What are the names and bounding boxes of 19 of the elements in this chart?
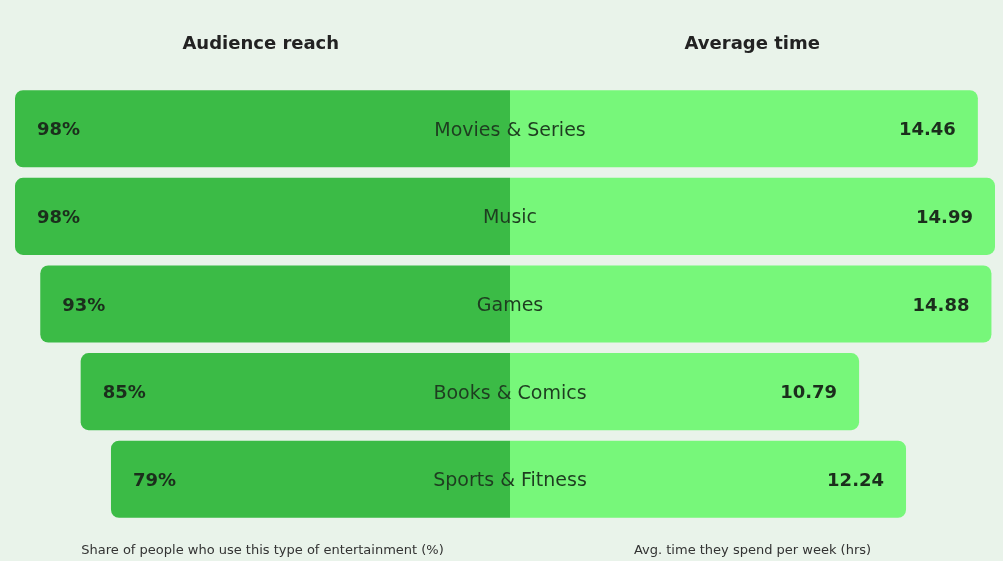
data-label: 93% [62,293,106,315]
y-tick-label: Books & Comics [433,380,587,403]
data-label: 98% [37,118,81,140]
data-label: 12.24 [827,468,885,490]
data-label: 85% [102,381,146,403]
x-axis-title: Avg. time they spend per week (hrs) [633,542,872,557]
data-label: 10.79 [780,381,838,403]
y-tick-label: Movies & Series [434,117,586,140]
y-tick-label: Music [482,205,538,228]
y-tick-label: Games [476,293,544,315]
y-tick-label: Sports & Fitness [433,468,587,491]
data-label: 14.46 [898,118,956,140]
data-label: 98% [37,205,81,227]
data-label: 79% [132,468,177,490]
data-label: 14.88 [912,293,970,315]
x-axis-title: Share of people who use this type of entertainment (%) [81,542,444,557]
chart-title: Audience reach [182,31,340,53]
data-label: 14.99 [916,205,973,227]
chart-title: Average time [684,31,820,53]
